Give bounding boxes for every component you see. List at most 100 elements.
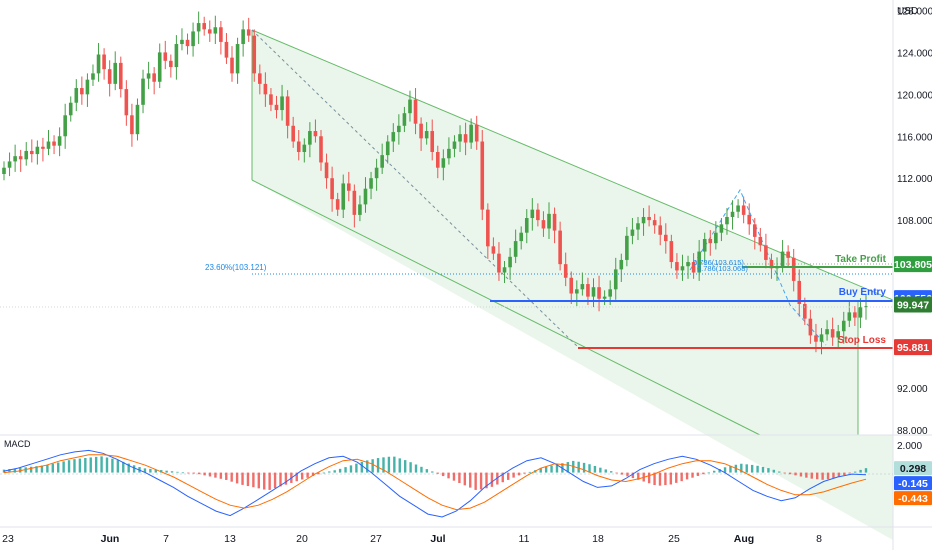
candle-body bbox=[636, 223, 640, 230]
candle-body bbox=[630, 229, 635, 236]
candle-body bbox=[157, 52, 162, 82]
histogram-bar bbox=[506, 472, 510, 480]
candle-body bbox=[769, 259, 774, 269]
histogram-bar bbox=[29, 466, 33, 473]
histogram-bar bbox=[192, 472, 195, 474]
candle-body bbox=[853, 312, 857, 318]
candle-body bbox=[819, 334, 824, 342]
candle-body bbox=[480, 141, 485, 210]
candle-body bbox=[369, 178, 373, 189]
candle-body bbox=[497, 253, 501, 273]
histogram-bar bbox=[181, 472, 185, 474]
histogram-bar bbox=[360, 461, 364, 473]
histogram-bar bbox=[713, 470, 716, 473]
candle-body bbox=[18, 156, 23, 160]
histogram-bar bbox=[127, 463, 130, 473]
histogram-bar bbox=[295, 472, 298, 482]
candle-body bbox=[658, 225, 663, 235]
candle-body bbox=[7, 161, 12, 168]
histogram-bar bbox=[111, 458, 114, 473]
histogram-bar bbox=[821, 472, 824, 480]
histogram-bar bbox=[203, 472, 206, 476]
candle-body bbox=[808, 318, 813, 336]
histogram-bar bbox=[40, 465, 44, 473]
fib-label-23-6: 23.60%(103.121) bbox=[205, 263, 267, 272]
histogram-bar bbox=[328, 471, 331, 473]
candle-body bbox=[402, 113, 407, 126]
svg-text:0.298: 0.298 bbox=[900, 463, 926, 475]
candle-body bbox=[96, 54, 101, 74]
histogram-bar bbox=[631, 472, 635, 479]
candle-body bbox=[825, 329, 829, 335]
candle-body bbox=[652, 220, 657, 226]
candle-body bbox=[285, 96, 290, 126]
time-axis-ticks[interactable]: 23 Jun 7 13 20 27 Jul 11 18 25 Aug 8 bbox=[2, 533, 822, 545]
candle-body bbox=[202, 23, 207, 30]
histogram-bar bbox=[675, 472, 678, 483]
candle-body bbox=[647, 216, 651, 221]
candle-body bbox=[347, 183, 351, 191]
channel-lower-line bbox=[251, 179, 761, 436]
candle-body bbox=[280, 96, 284, 111]
candle-body bbox=[191, 31, 195, 47]
candle-body bbox=[791, 257, 796, 281]
candle-body bbox=[74, 88, 79, 103]
histogram-bar bbox=[501, 472, 504, 483]
histogram-bar bbox=[555, 464, 559, 473]
macd-line bbox=[3, 449, 867, 518]
histogram-bar bbox=[458, 472, 461, 483]
candle-body bbox=[458, 134, 462, 142]
histogram-bar bbox=[772, 469, 776, 473]
candle-body bbox=[408, 99, 412, 114]
candle-body bbox=[246, 29, 251, 36]
histogram-bar bbox=[853, 471, 857, 473]
histogram-bar bbox=[550, 465, 553, 473]
candle-body bbox=[174, 44, 179, 68]
histogram-bar bbox=[463, 472, 467, 486]
signal-line bbox=[3, 454, 867, 511]
candle-body bbox=[335, 199, 340, 210]
histogram-bar bbox=[46, 464, 49, 473]
histogram-bar bbox=[843, 472, 846, 476]
histogram-bar bbox=[696, 472, 700, 476]
candle-body bbox=[452, 141, 457, 149]
candle-body bbox=[91, 73, 95, 80]
histogram-bar bbox=[680, 472, 683, 482]
histogram-bar bbox=[723, 467, 727, 473]
candle-body bbox=[169, 60, 173, 68]
macd-label: MACD bbox=[4, 439, 31, 449]
histogram-bar bbox=[398, 458, 401, 473]
macd-tag: -0.443 bbox=[894, 491, 932, 506]
histogram-bar bbox=[366, 460, 369, 473]
histogram-bar bbox=[208, 472, 212, 477]
candle-body bbox=[241, 29, 245, 45]
candle-body bbox=[113, 62, 118, 84]
candle-body bbox=[502, 267, 507, 273]
candle-body bbox=[575, 289, 579, 294]
candle-body bbox=[708, 238, 713, 244]
candle-body bbox=[847, 312, 852, 321]
candle-body bbox=[263, 83, 268, 95]
candle-body bbox=[669, 241, 674, 263]
price-tick: 128.000 bbox=[897, 6, 932, 17]
histogram-bar bbox=[485, 472, 488, 489]
histogram-bar bbox=[436, 472, 439, 474]
histogram-bar bbox=[707, 472, 710, 474]
histogram-bar bbox=[425, 469, 429, 473]
histogram-bar bbox=[154, 469, 157, 473]
histogram-bar bbox=[756, 465, 759, 473]
candle-body bbox=[258, 73, 262, 84]
candle-body bbox=[363, 188, 368, 205]
histogram-bar bbox=[420, 466, 423, 473]
histogram-bar bbox=[848, 472, 851, 474]
candle-body bbox=[252, 35, 257, 74]
candle-body bbox=[291, 125, 295, 142]
histogram-bar bbox=[73, 459, 76, 473]
candle-body bbox=[235, 44, 240, 74]
histogram-bar bbox=[750, 464, 754, 473]
candle-body bbox=[319, 136, 323, 163]
candle-body bbox=[686, 262, 690, 267]
svg-text:-0.145: -0.145 bbox=[898, 478, 928, 490]
candle-body bbox=[107, 69, 112, 84]
